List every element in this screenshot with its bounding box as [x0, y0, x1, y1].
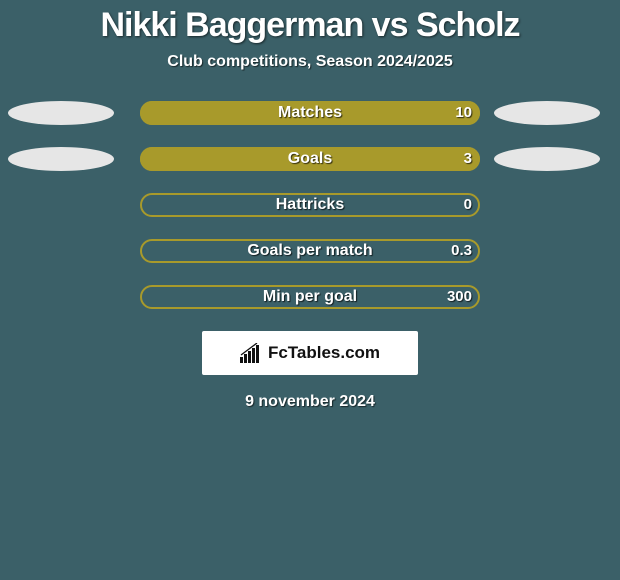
date-line: 9 november 2024 — [0, 393, 620, 411]
page-title: Nikki Baggerman vs Scholz — [0, 0, 620, 45]
brand-box[interactable]: FcTables.com — [202, 331, 418, 375]
stat-row: Matches10 — [0, 101, 620, 125]
bar-value: 0 — [140, 193, 472, 217]
subtitle: Club competitions, Season 2024/2025 — [0, 53, 620, 71]
ellipse-right — [494, 147, 600, 171]
bar-value: 0.3 — [140, 239, 472, 263]
stat-row: Goals3 — [0, 147, 620, 171]
stat-row: Min per goal300 — [0, 285, 620, 309]
bar-chart-icon — [240, 343, 262, 363]
ellipse-right — [494, 101, 600, 125]
brand-text: FcTables.com — [268, 343, 380, 363]
stat-row: Goals per match0.3 — [0, 239, 620, 263]
stat-row: Hattricks0 — [0, 193, 620, 217]
bar-value: 10 — [140, 101, 472, 125]
stat-rows: Matches10 Goals3 Hattricks0 Goals per match… — [0, 101, 620, 309]
ellipse-left — [8, 101, 114, 125]
bar-value: 300 — [140, 285, 472, 309]
bar-value: 3 — [140, 147, 472, 171]
ellipse-left — [8, 147, 114, 171]
